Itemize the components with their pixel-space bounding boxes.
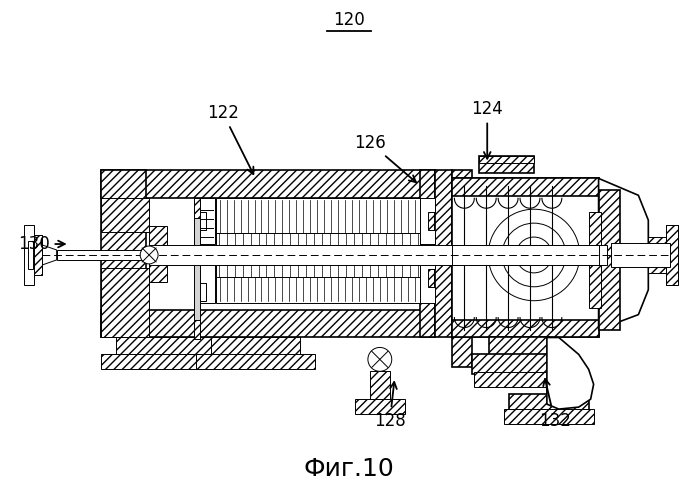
Bar [473,355,562,374]
Bar [101,310,435,337]
Bar [452,179,598,196]
Text: 130: 130 [18,235,65,253]
Bar [194,198,200,339]
Bar [30,235,42,275]
Circle shape [368,347,391,372]
Polygon shape [547,337,593,409]
Polygon shape [200,257,215,303]
Bar [194,319,200,339]
Bar [452,245,598,265]
Polygon shape [37,243,57,267]
Text: 122: 122 [207,104,253,174]
Polygon shape [419,198,435,244]
Bar [666,225,678,285]
Bar [24,225,34,285]
Bar [57,250,146,260]
Text: 132: 132 [539,379,571,430]
Bar [196,355,315,370]
Bar [216,257,419,303]
Polygon shape [598,179,648,329]
Bar [504,409,593,424]
Polygon shape [419,257,435,303]
Bar [419,171,435,337]
Bar [666,225,678,285]
Bar [211,337,301,358]
Polygon shape [200,198,215,244]
Bar [28,241,33,269]
Bar [589,212,600,308]
Text: 128: 128 [374,382,405,430]
Bar [452,283,473,368]
Bar [149,245,607,265]
Polygon shape [101,268,149,337]
Bar [101,355,226,370]
Bar [30,235,42,275]
Bar [598,190,621,329]
Bar [216,198,419,244]
Bar [489,337,549,356]
Bar [475,372,564,387]
Bar [355,399,405,414]
Bar [435,171,452,337]
Bar [216,265,419,277]
Circle shape [140,246,158,264]
Bar [452,171,473,255]
Bar [194,198,200,218]
Bar [648,237,668,273]
Text: 126: 126 [354,133,416,182]
Bar [370,372,390,401]
Bar [101,171,435,198]
Bar [216,233,419,245]
Polygon shape [101,198,149,232]
Bar [116,337,211,358]
Bar [452,319,598,337]
Bar [480,156,534,164]
Bar [452,179,598,337]
Text: 120: 120 [333,11,365,29]
Bar [509,394,589,412]
Bar [480,156,534,174]
Bar [610,243,670,267]
Bar [101,171,146,337]
Text: Фиг.10: Фиг.10 [303,457,394,481]
Text: 124: 124 [471,100,503,159]
Bar [149,226,167,282]
